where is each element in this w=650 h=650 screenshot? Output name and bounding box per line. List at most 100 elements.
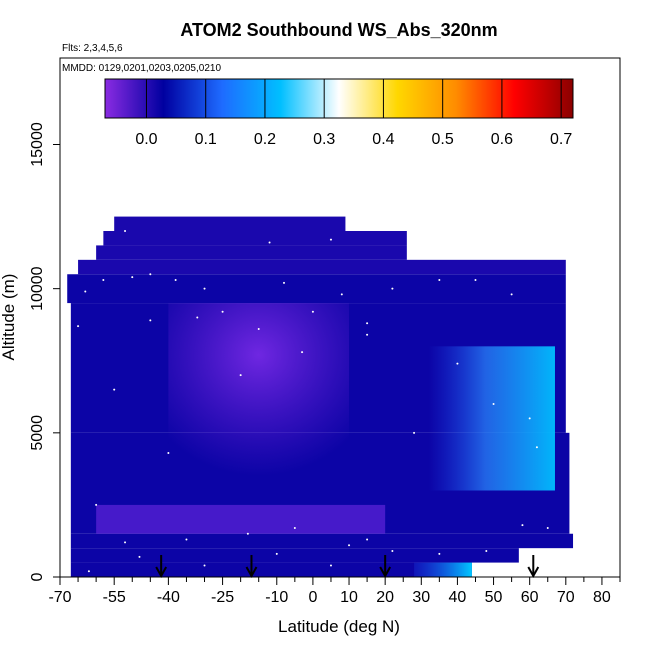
colorbar-tick-label: 0.2	[254, 131, 276, 148]
sample-point	[102, 279, 105, 282]
x-tick-label: 70	[557, 589, 575, 606]
sample-point	[167, 452, 170, 455]
sample-point	[438, 552, 441, 555]
x-tick-label: -40	[157, 589, 180, 606]
sample-point	[203, 564, 206, 567]
x-axis: -70 -55 -40 -25 -10 0 10 20 30 40 50 60 70 80	[48, 576, 621, 606]
x-tick-label: 30	[412, 589, 430, 606]
colorbar-tick-label: 0.0	[135, 131, 157, 148]
y-tick-label: 10000	[29, 266, 46, 311]
sample-point	[474, 279, 477, 282]
sample-point	[329, 238, 332, 241]
x-tick-label: -55	[103, 589, 126, 606]
sample-point	[528, 417, 531, 420]
sample-point	[366, 538, 369, 541]
sample-point	[196, 316, 199, 319]
sample-point	[391, 550, 394, 553]
dates-note: MMDD: 0129,0201,0203,0205,0210	[62, 63, 221, 74]
y-tick-label: 0	[29, 572, 46, 581]
sample-point	[293, 526, 296, 529]
x-tick-label: 20	[376, 589, 394, 606]
colorbar-gradient	[104, 78, 574, 119]
data-cell	[70, 548, 519, 563]
sample-point	[124, 541, 127, 544]
sample-point	[492, 403, 495, 405]
x-tick-label: 10	[340, 589, 358, 606]
sample-point	[149, 319, 152, 322]
colorbar-tick-label: 0.1	[195, 131, 217, 148]
flight-marker-arrow-head	[245, 566, 258, 579]
x-tick-label: 80	[593, 589, 611, 606]
sample-point	[77, 325, 80, 328]
flight-marker-arrow-head	[379, 566, 392, 579]
sample-point	[546, 526, 549, 529]
flight-markers	[155, 555, 540, 579]
sample-point	[87, 570, 90, 573]
sample-point	[340, 293, 343, 296]
sample-point	[203, 287, 206, 290]
colorbar-tick-label: 0.5	[432, 131, 454, 148]
data-feature	[414, 562, 472, 577]
flight-marker-arrow-head	[155, 566, 168, 579]
sample-point	[311, 310, 314, 313]
sample-point	[510, 293, 513, 296]
data-cell	[70, 562, 472, 577]
sample-point	[246, 532, 249, 535]
sample-point	[413, 431, 416, 434]
y-axis-label: Altitude (m)	[0, 274, 18, 361]
sample-point	[521, 524, 524, 527]
sample-point	[301, 351, 304, 354]
data-cell	[70, 533, 574, 549]
sample-point	[257, 328, 260, 331]
colorbar-tick-label: 0.4	[372, 131, 394, 148]
colorbar-tick-label: 0.3	[313, 131, 335, 148]
sample-point	[391, 287, 394, 290]
y-tick-label: 5000	[29, 415, 46, 451]
plot-area	[67, 216, 574, 577]
colorbar-tick-label: 0.7	[550, 131, 572, 148]
data-cell	[114, 216, 346, 231]
y-axis: 0 5000 10000 15000	[29, 122, 60, 581]
sample-point	[366, 333, 369, 336]
y-tick-label: 15000	[29, 122, 46, 167]
sample-point	[275, 552, 278, 555]
data-cell	[103, 231, 407, 246]
sample-point	[283, 281, 285, 284]
sample-point	[174, 279, 177, 282]
sample-point	[535, 446, 538, 449]
sample-point	[485, 550, 488, 553]
sample-point	[113, 388, 116, 391]
sample-point	[438, 279, 441, 282]
colorbar-tick-label: 0.6	[491, 131, 513, 148]
colorbar: 0.0 0.1 0.2 0.3 0.4 0.5 0.6 0.7	[104, 78, 574, 148]
x-tick-label: -10	[265, 589, 288, 606]
sample-point	[366, 322, 369, 325]
data-feature	[428, 346, 555, 491]
sample-point	[95, 503, 98, 506]
x-tick-label: 0	[308, 589, 317, 606]
x-tick-label: 50	[485, 589, 503, 606]
x-tick-label: 60	[521, 589, 539, 606]
sample-point	[221, 310, 224, 313]
data-feature	[168, 303, 350, 477]
sample-point	[329, 564, 332, 567]
sample-point	[239, 374, 242, 377]
flight-marker-arrow-head	[527, 566, 540, 579]
sample-point	[84, 290, 87, 293]
flights-note: Flts: 2,3,4,5,6	[62, 43, 123, 54]
sample-point	[131, 276, 134, 279]
sample-point	[185, 538, 188, 541]
sample-point	[138, 555, 141, 558]
sample-point	[456, 362, 459, 365]
x-axis-label: Latitude (deg N)	[278, 617, 400, 636]
x-tick-label: -25	[211, 589, 234, 606]
sample-point	[268, 241, 271, 244]
x-tick-label: -70	[48, 589, 71, 606]
x-tick-label: 40	[449, 589, 467, 606]
sample-point	[348, 544, 351, 547]
chart-title: ATOM2 Southbound WS_Abs_320nm	[180, 20, 497, 40]
data-feature	[96, 504, 386, 534]
data-cell	[96, 245, 407, 260]
sample-point	[124, 230, 127, 232]
